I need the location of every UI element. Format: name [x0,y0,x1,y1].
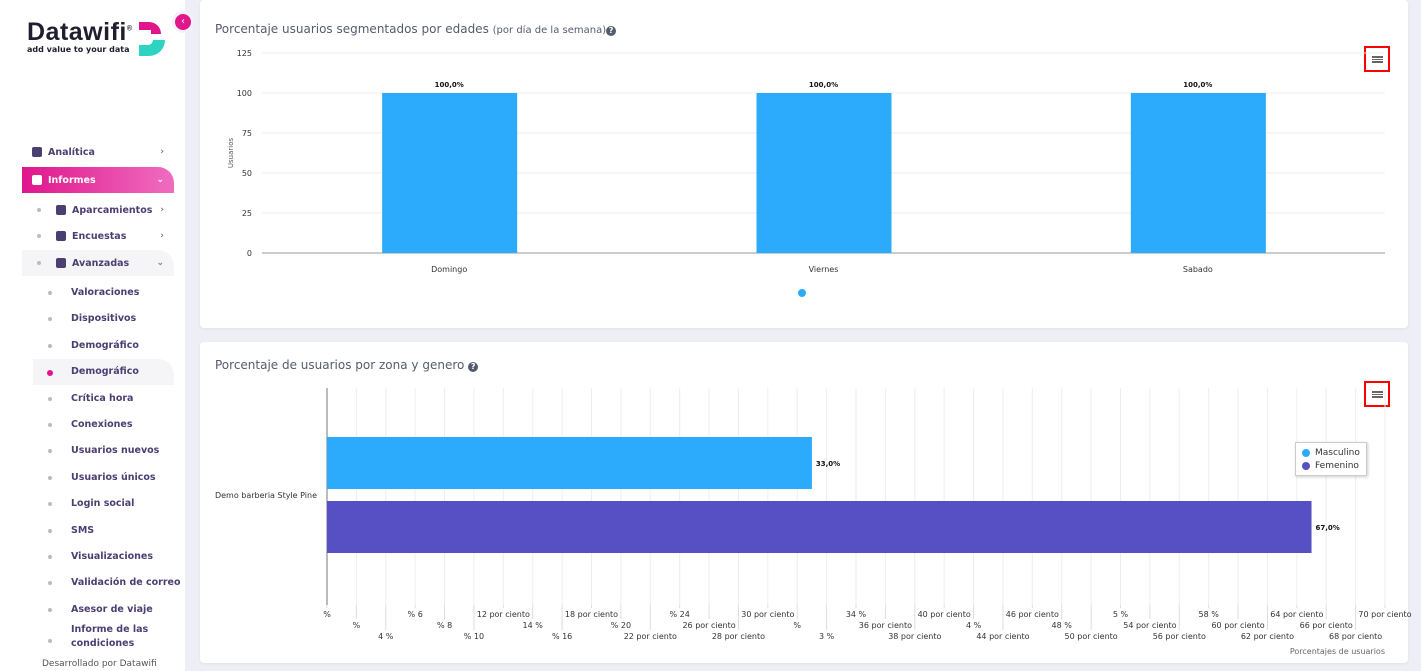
sidebar-subitem-label: Demográfico [71,366,139,378]
chevron-down-icon: ⌄ [156,258,164,268]
collapse-sidebar-button[interactable]: ‹ [175,14,191,30]
chart-menu-button[interactable] [1364,381,1390,407]
sidebar-subitem[interactable]: Asesor de viaje [33,597,174,623]
chevron-right-icon: › [160,205,164,215]
sidebar-subitem-label: Visualizaciones [71,551,153,562]
logo-mark-icon [139,22,165,56]
bullet-icon [48,607,52,612]
bullet-icon [48,291,52,295]
sidebar-subitem[interactable]: Visualizaciones [33,544,174,570]
sidebar-subitem[interactable]: Demográfico [33,359,174,386]
sidebar-subitem-label: Validación de correo [71,577,181,589]
bullet-icon [37,234,41,238]
hamburger-icon [1371,55,1383,63]
sidebar-item-aparcamientos[interactable]: Aparcamientos › [22,197,174,223]
bullet-icon [37,208,41,212]
logo: Datawifi® add value to your data [27,18,165,56]
sidebar-subitem-label: Informe de las condiciones [71,624,149,650]
legend-item-femenino[interactable]: Femenino [1302,459,1360,472]
help-icon[interactable]: ? [468,362,479,372]
document-icon [32,175,42,185]
chevron-right-icon: › [160,231,164,241]
sidebar-subitem[interactable]: Conexiones [33,412,174,438]
bullet-icon [48,502,52,507]
sidebar-subitem[interactable]: Dispositivos [33,306,174,332]
sidebar-subitem[interactable]: Demográfico [33,333,174,359]
registered-mark: ® [126,25,133,33]
bullet-icon [48,581,52,586]
sidebar-subitem-label: Asesor de viaje [71,603,153,615]
help-icon[interactable]: ? [606,26,617,36]
sidebar-subitem[interactable]: Usuarios nuevos [33,438,174,464]
clipboard-icon [56,231,66,241]
bullet-icon [48,317,52,322]
chevron-right-icon: › [160,147,164,157]
sidebar-subitem-label: Usuarios únicos [71,471,156,483]
sidebar-item-label: Informes [48,174,96,186]
sidebar-subitem[interactable]: Validación de correo [33,570,181,596]
legend-item-masculino[interactable]: Masculino [1302,446,1360,459]
brand-name: Datawifi [27,18,127,46]
sidebar-item-label: Aparcamientos [72,204,153,216]
chart-legend: Masculino Femenino [1295,442,1367,476]
sidebar-item-analítica[interactable]: Analítica › [22,139,174,165]
sidebar-subitem[interactable]: SMS [33,518,174,544]
sidebar-item-encuestas[interactable]: Encuestas › [22,223,174,249]
sidebar-subitem[interactable]: Login social [33,491,174,517]
sidebar-subitem-label: Login social [71,498,135,510]
sidebar: Datawifi® add value to your data ‹ Analí… [0,0,191,671]
bullet-icon [48,449,52,454]
sidebar-subitem[interactable]: Usuarios únicos [33,465,174,491]
sidebar-subitem[interactable]: Valoraciones [33,280,174,306]
bullet-icon [37,261,41,265]
age-chart-title: Porcentaje usuarios segmentados por edad… [215,22,617,36]
brand-tagline: add value to your data [27,45,130,54]
bullet-icon [48,639,52,644]
sidebar-subitem-label: Usuarios nuevos [71,445,160,457]
footer-credit: Desarrollado por Datawifi [42,659,157,669]
hamburger-icon [1371,390,1383,398]
zone-gender-chart-card: Porcentaje de usuarios por zona y genero… [200,342,1408,663]
bar-chart-icon [56,258,66,268]
sidebar-item-label: Avanzadas [72,257,130,269]
bullet-icon [48,555,52,559]
sidebar-subitem[interactable]: Informe de las condiciones [33,623,174,649]
sidebar-subitem-label: Crítica hora [71,392,134,404]
chart-menu-button[interactable] [1364,46,1390,72]
sidebar-subitem-label: Demográfico [71,339,139,351]
sidebar-subitem-label: SMS [71,524,95,536]
bullet-icon [48,528,52,533]
sidebar-item-label: Analítica [48,146,95,158]
sidebar-gutter [185,0,200,671]
sidebar-item-informes[interactable]: Informes ⌄ [22,167,174,193]
chart-icon [32,147,42,157]
sidebar-subitem[interactable]: Crítica hora [33,386,174,412]
bullet-icon [48,396,52,401]
bullet-icon [48,475,52,480]
sidebar-item-label: Encuestas [72,230,127,242]
bullet-icon [48,423,52,427]
sidebar-subitem-label: Valoraciones [71,287,140,298]
chevron-down-icon: ⌄ [156,175,164,185]
bullet-icon [48,343,52,348]
zone-chart-title: Porcentaje de usuarios por zona y genero… [215,358,479,372]
bullet-icon [47,370,53,377]
age-chart-card: Porcentaje usuarios segmentados por edad… [200,0,1408,328]
compass-icon [56,205,66,215]
sidebar-item-avanzadas[interactable]: Avanzadas ⌄ [22,250,174,276]
sidebar-subitem-label: Conexiones [71,419,133,430]
sidebar-subitem-label: Dispositivos [71,313,137,325]
